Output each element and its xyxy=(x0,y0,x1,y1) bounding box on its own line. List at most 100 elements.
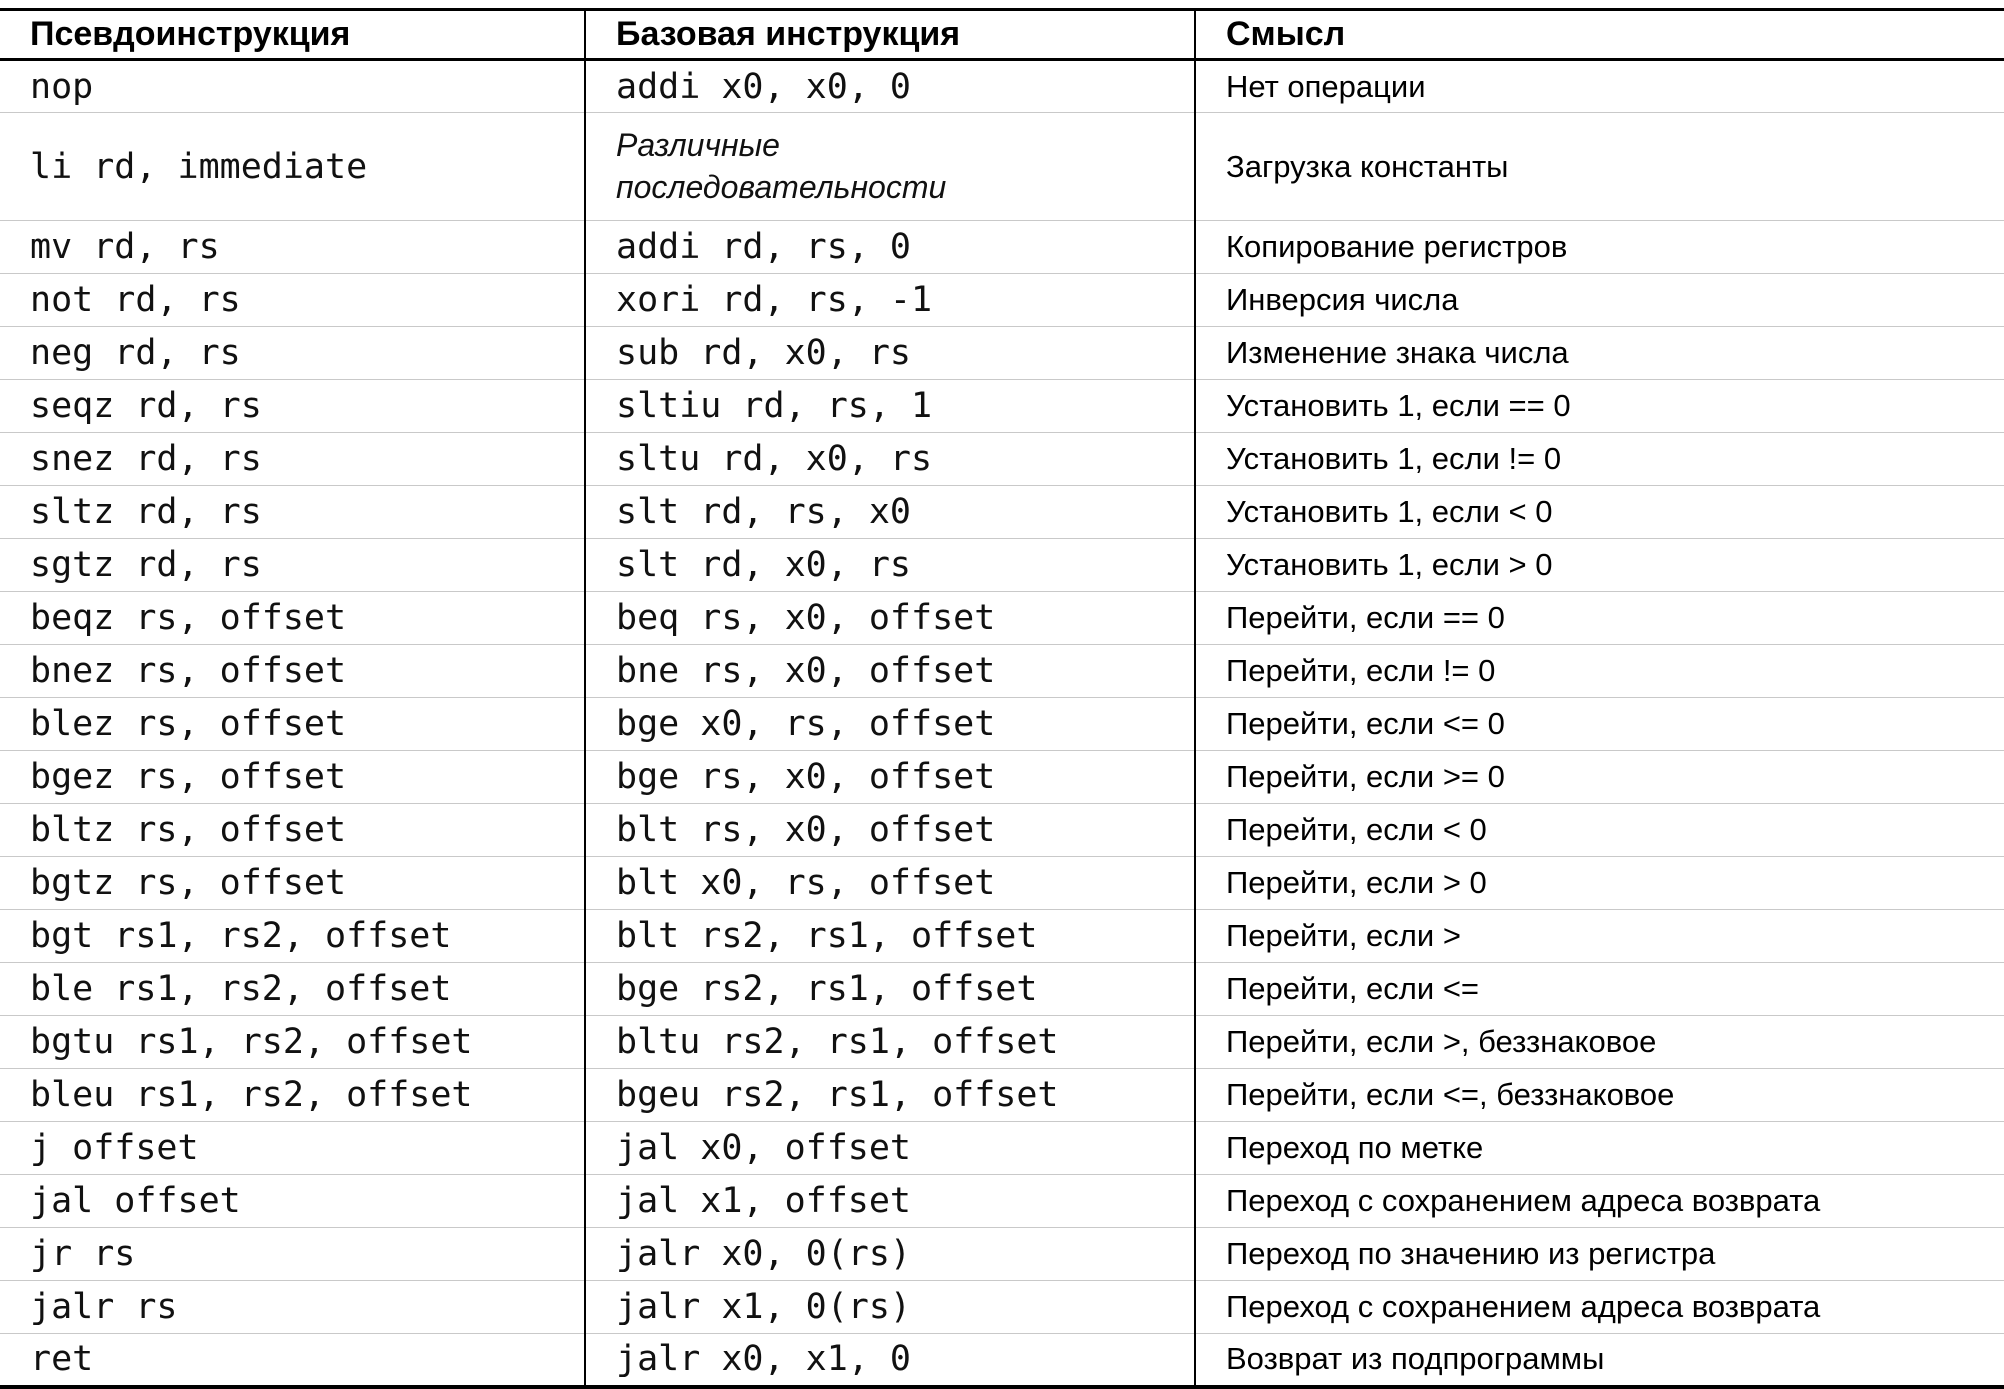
meaning-cell: Перейти, если <= 0 xyxy=(1195,697,2004,751)
table-row: bgez rs, offset bge rs, x0, offset Перейти… xyxy=(0,750,2004,804)
base-instruction-cell: blt rs, x0, offset xyxy=(585,803,1196,857)
meaning-cell: Возврат из подпрограммы xyxy=(1195,1333,2004,1387)
pseudoinstruction-cell: bleu rs1, rs2, offset xyxy=(0,1068,586,1122)
base-instruction-cell: bne rs, x0, offset xyxy=(585,644,1196,698)
table-row: snez rd, rs sltu rd, x0, rs Установить 1, … xyxy=(0,432,2004,486)
meaning-cell: Перейти, если >= 0 xyxy=(1195,750,2004,804)
table-row: beqz rs, offset beq rs, x0, offset Перейти… xyxy=(0,591,2004,645)
table-row: bnez rs, offset bne rs, x0, offset Перейти… xyxy=(0,644,2004,698)
meaning-cell: Копирование регистров xyxy=(1195,220,2004,274)
base-instruction-cell: sltu rd, x0, rs xyxy=(585,432,1196,486)
base-instruction-cell: slt rd, x0, rs xyxy=(585,538,1196,592)
meaning-cell: Установить 1, если > 0 xyxy=(1195,538,2004,592)
table-row: bgtz rs, offset blt x0, rs, offset Перейти… xyxy=(0,856,2004,910)
meaning-cell: Переход по метке xyxy=(1195,1121,2004,1175)
meaning-cell: Изменение знака числа xyxy=(1195,326,2004,380)
table-row: j offset jal x0, offset Переход по метке xyxy=(0,1121,2004,1175)
pseudoinstruction-cell: bgtu rs1, rs2, offset xyxy=(0,1015,586,1069)
base-instruction-cell: bltu rs2, rs1, offset xyxy=(585,1015,1196,1069)
table-row: bgt rs1, rs2, offset blt rs2, rs1, offset… xyxy=(0,909,2004,963)
pseudoinstruction-cell: mv rd, rs xyxy=(0,220,586,274)
meaning-cell: Переход с сохранением адреса возврата xyxy=(1195,1174,2004,1228)
base-instruction-cell: xori rd, rs, -1 xyxy=(585,273,1196,327)
meaning-cell: Загрузка константы xyxy=(1195,111,2004,221)
pseudoinstruction-cell: neg rd, rs xyxy=(0,326,586,380)
pseudoinstruction-cell: bnez rs, offset xyxy=(0,644,586,698)
column-header-base-instruction: Базовая инструкция xyxy=(585,9,1196,61)
pseudoinstruction-cell: bltz rs, offset xyxy=(0,803,586,857)
table-row: jalr rs jalr x1, 0(rs) Переход с сохранени… xyxy=(0,1280,2004,1334)
base-instruction-cell: jalr x1, 0(rs) xyxy=(585,1280,1196,1334)
table-row: jal offset jal x1, offset Переход с сохран… xyxy=(0,1174,2004,1228)
meaning-cell: Установить 1, если == 0 xyxy=(1195,379,2004,433)
meaning-cell: Инверсия числа xyxy=(1195,273,2004,327)
meaning-cell: Установить 1, если < 0 xyxy=(1195,485,2004,539)
table-header-row: Псевдоинструкция Базовая инструкция Смыс… xyxy=(0,9,2004,61)
pseudoinstruction-cell: li rd, immediate xyxy=(0,111,586,221)
pseudoinstruction-cell: jr rs xyxy=(0,1227,586,1281)
meaning-cell: Перейти, если != 0 xyxy=(1195,644,2004,698)
base-instruction-cell: sub rd, x0, rs xyxy=(585,326,1196,380)
base-instruction-cell: bge rs, x0, offset xyxy=(585,750,1196,804)
pseudoinstruction-cell: ble rs1, rs2, offset xyxy=(0,962,586,1016)
table-row: ble rs1, rs2, offset bge rs2, rs1, offset… xyxy=(0,962,2004,1016)
meaning-cell: Перейти, если <= xyxy=(1195,962,2004,1016)
base-instruction-cell: bgeu rs2, rs1, offset xyxy=(585,1068,1196,1122)
meaning-cell: Перейти, если < 0 xyxy=(1195,803,2004,857)
table-row: mv rd, rs addi rd, rs, 0 Копирование регис… xyxy=(0,220,2004,274)
meaning-cell: Переход по значению из регистра xyxy=(1195,1227,2004,1281)
meaning-cell: Установить 1, если != 0 xyxy=(1195,432,2004,486)
pseudoinstruction-cell: ret xyxy=(0,1333,586,1387)
base-instruction-cell: sltiu rd, rs, 1 xyxy=(585,379,1196,433)
pseudoinstruction-cell: bgtz rs, offset xyxy=(0,856,586,910)
base-instruction-cell: jalr x0, 0(rs) xyxy=(585,1227,1196,1281)
table-row: neg rd, rs sub rd, x0, rs Изменение знака … xyxy=(0,326,2004,380)
pseudoinstruction-cell: bgez rs, offset xyxy=(0,750,586,804)
base-instruction-cell: jal x0, offset xyxy=(585,1121,1196,1175)
pseudoinstruction-cell: not rd, rs xyxy=(0,273,586,327)
table-body: nop addi x0, x0, 0 Нет операции li rd, imme… xyxy=(0,59,2004,1387)
table-row: li rd, immediate Различные последовательн… xyxy=(0,111,2004,221)
meaning-cell: Перейти, если > xyxy=(1195,909,2004,963)
table-row: sgtz rd, rs slt rd, x0, rs Установить 1, е… xyxy=(0,538,2004,592)
pseudoinstruction-cell: blez rs, offset xyxy=(0,697,586,751)
table-row: bgtu rs1, rs2, offset bltu rs2, rs1, offs… xyxy=(0,1015,2004,1069)
meaning-cell: Переход с сохранением адреса возврата xyxy=(1195,1280,2004,1334)
table-row: sltz rd, rs slt rd, rs, x0 Установить 1, е… xyxy=(0,485,2004,539)
pseudoinstruction-cell: beqz rs, offset xyxy=(0,591,586,645)
base-instruction-cell: slt rd, rs, x0 xyxy=(585,485,1196,539)
pseudoinstruction-cell: snez rd, rs xyxy=(0,432,586,486)
meaning-cell: Перейти, если > 0 xyxy=(1195,856,2004,910)
pseudoinstruction-cell: bgt rs1, rs2, offset xyxy=(0,909,586,963)
pseudoinstruction-cell: seqz rd, rs xyxy=(0,379,586,433)
table-row: jr rs jalr x0, 0(rs) Переход по значению и… xyxy=(0,1227,2004,1281)
pseudoinstruction-cell: sgtz rd, rs xyxy=(0,538,586,592)
pseudoinstruction-cell: j offset xyxy=(0,1121,586,1175)
table-row: nop addi x0, x0, 0 Нет операции xyxy=(0,59,2004,113)
base-instruction-cell: jal x1, offset xyxy=(585,1174,1196,1228)
pseudoinstruction-cell: sltz rd, rs xyxy=(0,485,586,539)
meaning-cell: Перейти, если >, беззнаковое xyxy=(1195,1015,2004,1069)
column-header-pseudoinstruction: Псевдоинструкция xyxy=(0,9,586,61)
base-instruction-cell: bge rs2, rs1, offset xyxy=(585,962,1196,1016)
base-instruction-cell: blt x0, rs, offset xyxy=(585,856,1196,910)
table-row: bltz rs, offset blt rs, x0, offset Перейти… xyxy=(0,803,2004,857)
pseudoinstruction-cell: nop xyxy=(0,59,586,113)
table-row: seqz rd, rs sltiu rd, rs, 1 Установить 1, … xyxy=(0,379,2004,433)
table-row: blez rs, offset bge x0, rs, offset Перейти… xyxy=(0,697,2004,751)
column-header-meaning: Смысл xyxy=(1195,9,2004,61)
base-instruction-cell: Различные последовательности xyxy=(585,111,1196,221)
meaning-cell: Перейти, если <=, беззнаковое xyxy=(1195,1068,2004,1122)
base-instruction-cell: addi rd, rs, 0 xyxy=(585,220,1196,274)
pseudoinstruction-table: Псевдоинструкция Базовая инструкция Смыс… xyxy=(0,8,2004,1389)
table-row: bleu rs1, rs2, offset bgeu rs2, rs1, offs… xyxy=(0,1068,2004,1122)
base-instruction-cell: bge x0, rs, offset xyxy=(585,697,1196,751)
base-instruction-note: Различные последовательности xyxy=(616,127,947,205)
table-row: ret jalr x0, x1, 0 Возврат из подпрограммы xyxy=(0,1333,2004,1387)
pseudoinstruction-cell: jal offset xyxy=(0,1174,586,1228)
table-row: not rd, rs xori rd, rs, -1 Инверсия числа xyxy=(0,273,2004,327)
base-instruction-cell: blt rs2, rs1, offset xyxy=(585,909,1196,963)
meaning-cell: Перейти, если == 0 xyxy=(1195,591,2004,645)
pseudoinstruction-cell: jalr rs xyxy=(0,1280,586,1334)
base-instruction-cell: beq rs, x0, offset xyxy=(585,591,1196,645)
